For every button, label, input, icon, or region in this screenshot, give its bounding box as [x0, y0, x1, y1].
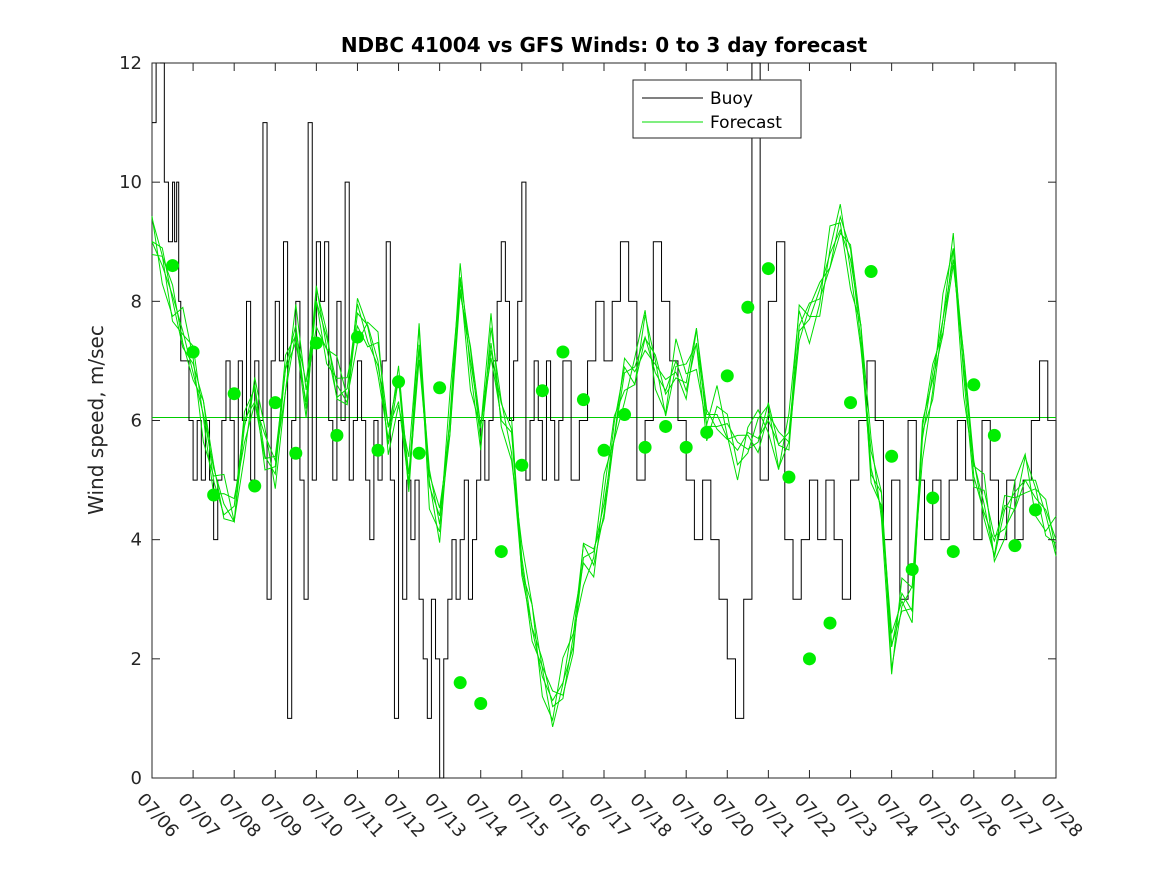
forecast-marker [330, 428, 344, 442]
forecast-marker [576, 393, 590, 407]
forecast-marker [309, 336, 323, 350]
forecast-marker [166, 259, 180, 273]
y-tick-label: 4 [131, 530, 142, 551]
forecast-marker [494, 545, 508, 559]
forecast-marker [556, 345, 570, 359]
forecast-marker [741, 300, 755, 314]
forecast-marker [864, 265, 878, 279]
forecast-marker [433, 381, 447, 395]
forecast-marker [392, 375, 406, 389]
forecast-marker [782, 470, 796, 484]
forecast-marker [453, 676, 467, 690]
forecast-marker [350, 330, 364, 344]
y-tick-label: 12 [119, 53, 142, 74]
y-axis-label: Wind speed, m/sec [84, 325, 108, 515]
series-line-forecast-4 [151, 232, 1057, 696]
forecast-marker [905, 562, 919, 576]
forecast-marker [248, 479, 262, 493]
y-tick-label: 0 [131, 768, 142, 789]
forecast-marker [618, 408, 632, 422]
forecast-marker [761, 262, 775, 276]
y-tick-label: 6 [131, 411, 142, 432]
marker-group [166, 259, 1042, 711]
plot-area [151, 62, 1057, 779]
series-line-forecast-3 [151, 214, 1057, 708]
legend-label-forecast: Forecast [710, 113, 782, 133]
series-group [151, 62, 1057, 779]
forecast-marker [597, 443, 611, 457]
y-tick-label: 8 [131, 291, 142, 312]
forecast-marker [289, 446, 303, 460]
forecast-marker [515, 458, 529, 472]
forecast-marker [844, 396, 858, 410]
forecast-marker [679, 440, 693, 454]
forecast-marker [268, 396, 282, 410]
forecast-marker [659, 419, 673, 433]
forecast-marker [227, 387, 241, 401]
forecast-marker [823, 616, 837, 630]
series-line-buoy [152, 62, 1057, 779]
forecast-marker [802, 652, 816, 666]
legend-box [632, 79, 802, 139]
forecast-marker [926, 491, 940, 505]
forecast-marker [987, 428, 1001, 442]
series-line-forecast-2 [151, 204, 1057, 728]
legend-label-buoy: Buoy [710, 89, 753, 109]
forecast-marker [207, 488, 221, 502]
forecast-marker [720, 369, 734, 383]
legend: Buoy Forecast [632, 79, 802, 139]
forecast-marker [946, 545, 960, 559]
forecast-marker [412, 446, 426, 460]
chart-title: NDBC 41004 vs GFS Winds: 0 to 3 day fore… [341, 33, 868, 57]
forecast-marker [535, 384, 549, 398]
forecast-marker [700, 425, 714, 439]
forecast-marker [1008, 539, 1022, 553]
forecast-marker [885, 449, 899, 463]
forecast-marker [474, 697, 488, 711]
forecast-marker [638, 440, 652, 454]
series-line-forecast-1 [151, 215, 1057, 722]
forecast-marker [967, 378, 981, 392]
y-tick-label: 2 [131, 649, 142, 670]
y-tick-label: 10 [119, 172, 142, 193]
y-axis: 0 2 4 6 8 10 12 [119, 53, 1056, 789]
forecast-marker [1028, 503, 1042, 517]
forecast-marker [371, 443, 385, 457]
forecast-marker [186, 345, 200, 359]
